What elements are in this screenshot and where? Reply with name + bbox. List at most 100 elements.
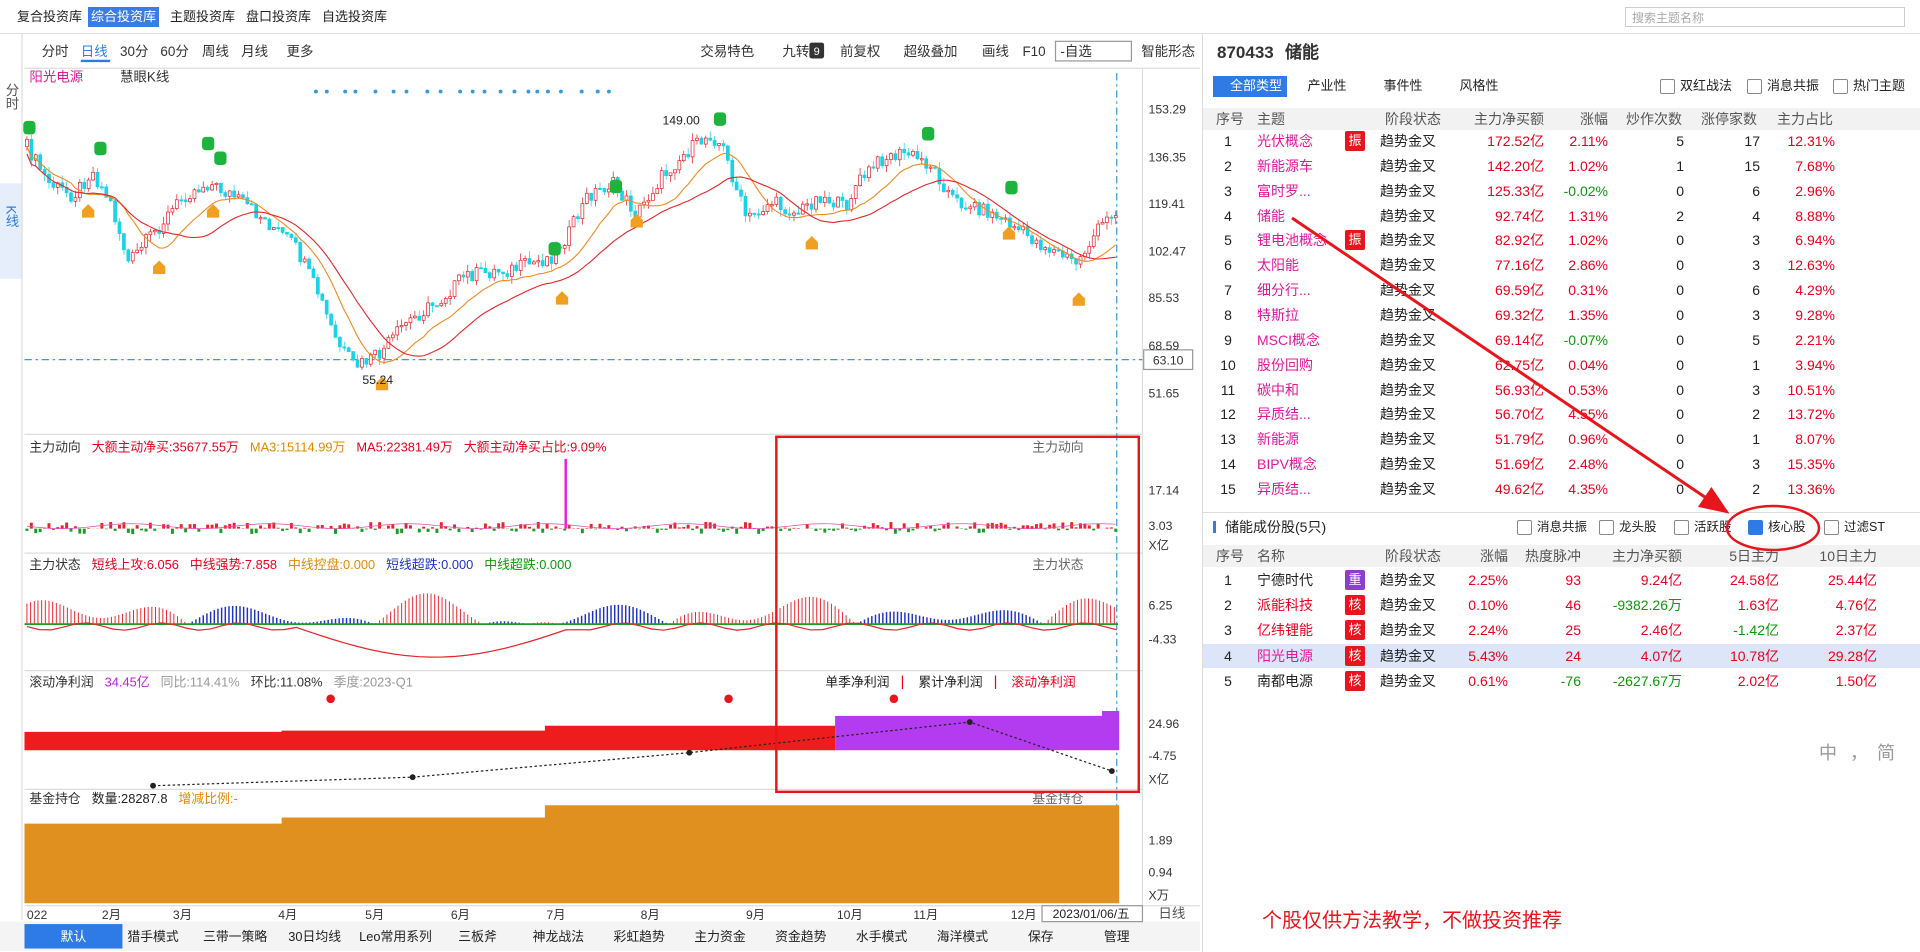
tool-button[interactable]: 画线 [982,44,1009,59]
stock-link[interactable]: 宁德时代 [1257,572,1313,588]
watchlist-box[interactable] [1054,40,1133,62]
decoration [43,528,47,529]
bottom-tab[interactable]: Leo常用系列 [359,929,432,944]
theme-link[interactable]: 特斯拉 [1257,306,1299,323]
decoration [426,528,430,532]
decoration [272,522,276,529]
tool-button[interactable]: 九转 [782,44,809,59]
filter-tab[interactable]: 风格性 [1459,78,1499,93]
tool-button[interactable]: F10 [1022,44,1045,59]
checkbox[interactable] [1833,79,1848,94]
checkbox[interactable] [1747,79,1762,94]
tool-button[interactable]: 超级叠加 [904,44,958,59]
decoration [161,223,166,234]
checkbox[interactable] [1660,79,1675,94]
top-tab[interactable]: 复合投资库 [17,9,83,24]
bottom-tab[interactable]: 水手模式 [856,929,908,944]
stock-link[interactable]: 阳光电源 [1257,647,1313,664]
theme-link[interactable]: 碳中和 [1257,381,1299,398]
panel-button[interactable]: 滚动净利润 [1011,675,1075,690]
axis-tick: -4.75 [1149,749,1177,763]
panel-item: 环比:11.08% [251,675,323,690]
decoration [417,528,421,533]
top-tab[interactable]: 综合投资库 [88,7,160,27]
decoration [135,525,139,529]
top-tab[interactable]: 自选投资库 [322,9,388,24]
checkbox[interactable] [1824,520,1839,535]
cell: 4 [1224,207,1232,224]
theme-link[interactable]: 富时罗... [1257,182,1311,199]
bottom-tab[interactable]: 三带一策略 [203,929,267,944]
side-tab[interactable]: K线 [4,205,20,228]
decoration [704,522,708,529]
bottom-tab[interactable]: 海洋模式 [937,929,989,944]
theme-link[interactable]: 新能源 [1257,431,1299,448]
theme-link[interactable]: 股份回购 [1257,356,1313,373]
cell: 3.94% [1795,356,1835,373]
bottom-tab[interactable]: 神龙战法 [533,929,585,944]
decoration [56,527,60,529]
decoration [152,229,157,233]
theme-link[interactable]: 异质结... [1257,406,1311,423]
panel-button[interactable]: 累计净利润 [918,675,982,690]
decoration [532,528,536,532]
theme-link[interactable]: 锂电池概念 [1257,232,1327,249]
tool-button[interactable]: -自选 [1060,44,1091,59]
bottom-tab[interactable]: 默认 [61,929,87,944]
checkbox[interactable] [1748,520,1763,535]
top-tab[interactable]: 盘口投资库 [246,9,312,24]
tool-button[interactable]: 交易特色 [700,43,754,59]
cell: 0.96% [1568,431,1608,448]
checkbox[interactable] [1599,520,1614,535]
bottom-tab[interactable]: 主力资金 [694,929,746,944]
decoration [144,234,148,248]
stock-link[interactable]: 南都电源 [1257,672,1313,689]
bottom-tab[interactable]: 三板斧 [458,929,497,944]
side-tab[interactable]: 分时 [4,83,20,110]
decoration [876,525,880,529]
period-tab[interactable]: 更多 [287,43,314,59]
tool-button[interactable]: 前复权 [840,43,881,59]
theme-link[interactable]: 异质结... [1257,480,1311,497]
theme-link[interactable]: 新能源车 [1257,157,1313,174]
theme-link[interactable]: 储能 [1257,207,1285,224]
filter-tab[interactable]: 全部类型 [1230,78,1283,93]
bottom-tab[interactable]: 30日均线 [288,929,341,944]
theme-link[interactable]: MSCI概念 [1257,331,1320,348]
decoration [360,358,364,368]
bottom-tab[interactable]: 猎手模式 [127,929,179,944]
filter-tab[interactable]: 产业性 [1307,78,1347,93]
period-tab[interactable]: 分时 [42,44,69,59]
decoration [466,526,470,529]
decoration [25,138,29,148]
theme-link[interactable]: BIPV概念 [1257,456,1317,473]
search-box[interactable]: 搜索主题名称 [1625,7,1905,27]
checkbox[interactable] [1674,520,1689,535]
top-tab[interactable]: 主题投资库 [170,9,236,24]
panel-button[interactable]: 单季净利润 [825,675,889,690]
decoration [880,156,884,167]
cell: 7.68% [1795,157,1835,174]
tool-button[interactable]: 智能形态 [1141,44,1195,59]
theme-link[interactable]: 光伏概念 [1257,133,1313,149]
checkbox[interactable] [1517,520,1532,535]
period-tab[interactable]: 60分 [160,44,188,59]
decoration [527,258,532,265]
period-tab[interactable]: 日线 [81,44,108,59]
bottom-tab[interactable]: 保存 [1028,929,1054,944]
theme-link[interactable]: 细分行... [1257,282,1311,299]
bottom-tab[interactable]: 管理 [1104,929,1130,944]
bottom-tab[interactable]: 资金趋势 [775,929,827,944]
decoration [907,528,911,533]
decoration [875,156,880,169]
filter-tab[interactable]: 事件性 [1383,78,1423,93]
stock-link[interactable]: 亿纬锂能 [1257,622,1313,639]
stock-link[interactable]: 派能科技 [1257,597,1313,614]
period-tab[interactable]: 30分 [120,44,148,59]
bottom-bar [0,921,1200,951]
decoration [227,190,232,197]
theme-link[interactable]: 太阳能 [1257,257,1299,274]
period-tab[interactable]: 周线 [202,44,229,59]
period-tab[interactable]: 月线 [241,44,268,59]
bottom-tab[interactable]: 彩虹趋势 [613,929,665,944]
